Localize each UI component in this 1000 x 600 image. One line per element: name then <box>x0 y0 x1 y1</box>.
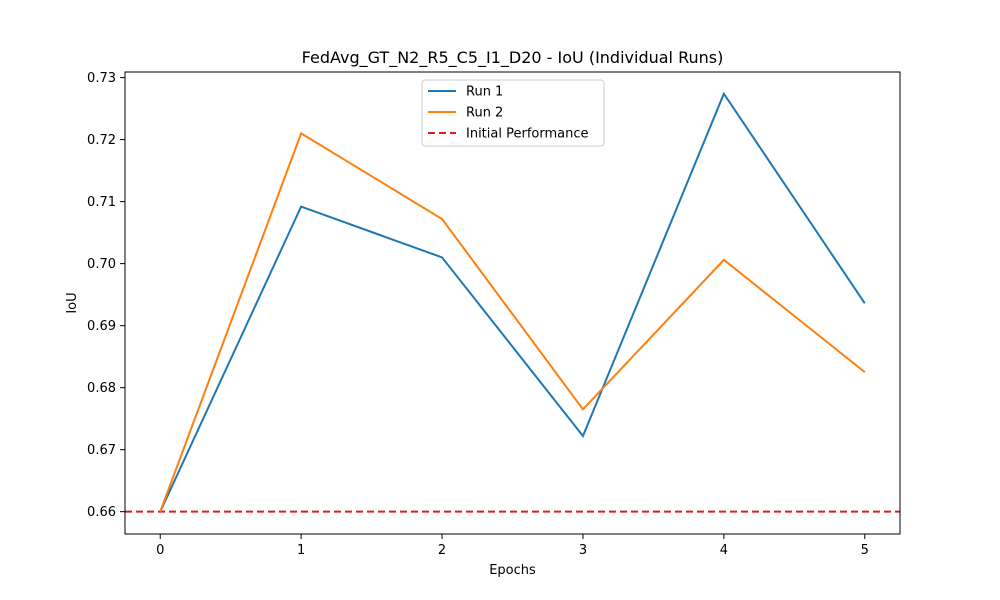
y-axis-label: IoU <box>65 292 80 313</box>
y-tick-label: 0.67 <box>87 443 116 458</box>
legend-entry-label: Run 2 <box>466 106 503 121</box>
y-tick-label: 0.70 <box>87 257 116 272</box>
plot-area <box>125 91 900 513</box>
x-tick-label: 3 <box>579 543 587 558</box>
chart-title: FedAvg_GT_N2_R5_C5_I1_D20 - IoU (Individ… <box>302 48 724 68</box>
x-axis-label: Epochs <box>489 563 536 578</box>
x-tick-label: 2 <box>438 543 446 558</box>
y-tick-label: 0.71 <box>87 195 116 210</box>
legend-entry-label: Run 1 <box>466 85 503 100</box>
x-tick-label: 1 <box>297 543 305 558</box>
y-tick-label: 0.68 <box>87 381 116 396</box>
x-tick-label: 0 <box>156 543 164 558</box>
series-line-run-1 <box>159 91 866 513</box>
x-tick-label: 5 <box>861 543 869 558</box>
y-tick-label: 0.69 <box>87 319 116 334</box>
x-axis-ticks: 0 1 2 3 4 5 <box>156 534 869 558</box>
plot-frame <box>124 71 901 535</box>
series-line-run-2 <box>159 131 866 513</box>
y-tick-label: 0.66 <box>87 505 116 520</box>
y-axis-ticks: 0.66 0.67 0.68 0.69 0.70 0.71 0.72 0.73 <box>87 71 125 520</box>
y-tick-label: 0.73 <box>87 71 116 86</box>
legend-entry-label: Initial Performance <box>466 127 588 142</box>
legend-box <box>421 79 605 147</box>
y-tick-label: 0.72 <box>87 133 116 148</box>
legend: Run 1 Run 2 Initial Performance <box>421 79 605 147</box>
x-tick-label: 4 <box>720 543 728 558</box>
